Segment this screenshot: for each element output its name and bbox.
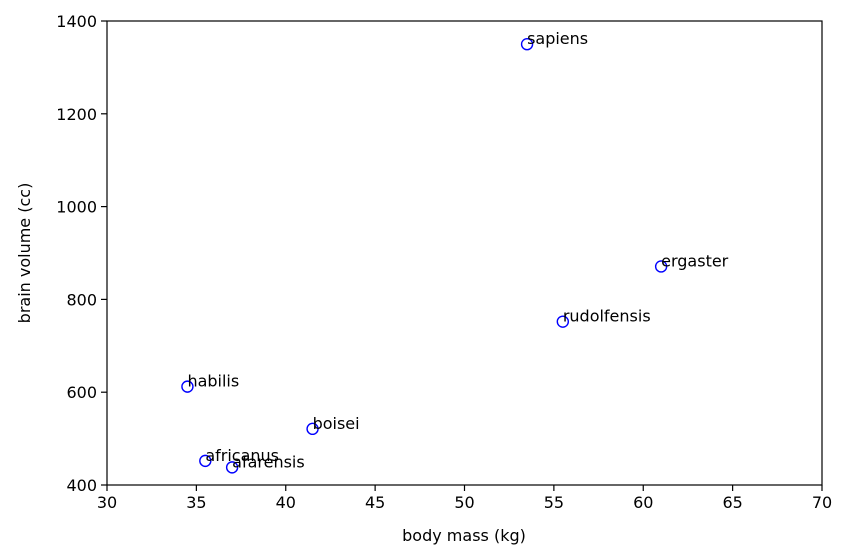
data-point bbox=[556, 315, 570, 328]
y-tick-label: 600 bbox=[66, 383, 97, 402]
data-point bbox=[654, 260, 668, 273]
x-tick-label: 35 bbox=[186, 493, 206, 512]
y-tick-label: 1200 bbox=[56, 105, 97, 124]
x-tick-label: 50 bbox=[454, 493, 474, 512]
data-point-label: boisei bbox=[313, 414, 360, 433]
data-point bbox=[225, 461, 239, 474]
y-tick-label: 1000 bbox=[56, 198, 97, 217]
x-tick-label: 30 bbox=[97, 493, 117, 512]
data-point-label: afarensis bbox=[232, 452, 305, 471]
data-point-label: africanus bbox=[205, 446, 279, 465]
y-tick-label: 400 bbox=[66, 476, 97, 495]
x-tick-label: 65 bbox=[722, 493, 742, 512]
points-layer bbox=[181, 38, 668, 474]
x-tick-label: 40 bbox=[276, 493, 296, 512]
axes-layer: 30 35 40 45 50 55 60 65 70 400 600 800 1000 1200 1400 bbox=[56, 12, 832, 512]
y-axis-label: brain volume (cc) bbox=[15, 183, 34, 324]
data-point-label: rudolfensis bbox=[563, 307, 651, 326]
y-tick-label: 1400 bbox=[56, 12, 97, 31]
x-axis-label: body mass (kg) bbox=[402, 526, 526, 545]
x-tick-label: 45 bbox=[365, 493, 385, 512]
x-tick-label: 60 bbox=[633, 493, 653, 512]
data-point-label: habilis bbox=[187, 372, 239, 391]
data-point bbox=[306, 422, 319, 436]
x-tick-label: 70 bbox=[812, 493, 832, 512]
y-tick-label: 800 bbox=[66, 290, 97, 309]
data-point-label: ergaster bbox=[661, 251, 729, 270]
data-point-label: sapiens bbox=[527, 29, 588, 48]
data-point bbox=[520, 38, 534, 51]
x-tick-label: 55 bbox=[544, 493, 564, 512]
data-point bbox=[199, 454, 212, 468]
data-point bbox=[181, 380, 194, 393]
